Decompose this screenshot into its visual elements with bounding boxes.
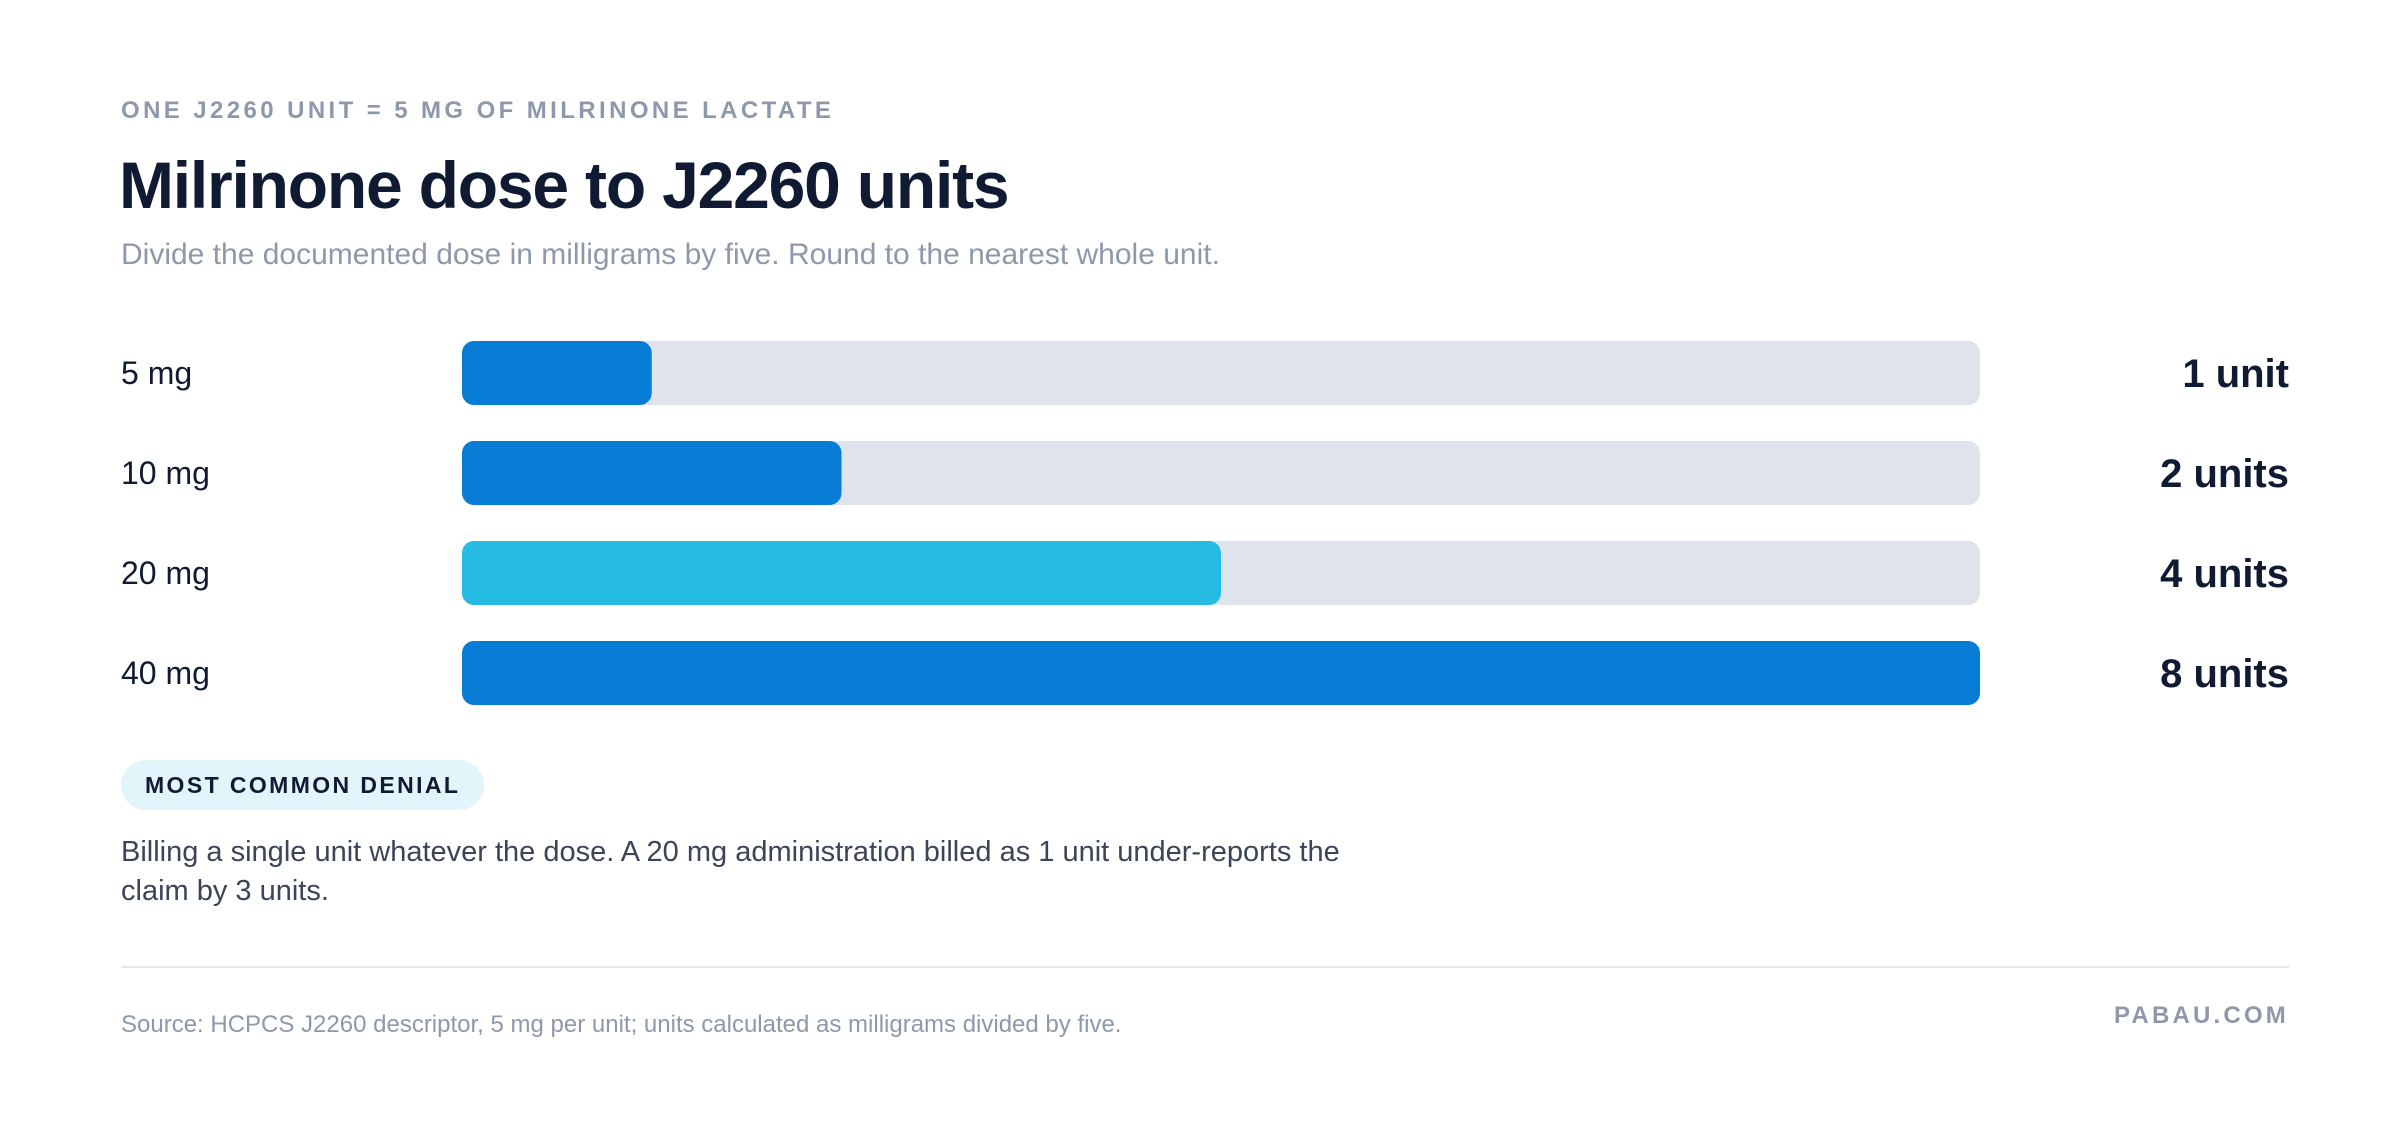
chart-subtitle: Divide the documented dose in milligrams… — [121, 238, 1220, 271]
bar — [462, 541, 1221, 605]
bar — [462, 341, 652, 405]
category-label: 5 mg — [121, 355, 192, 391]
bar — [462, 641, 1980, 705]
value-label: 8 units — [2160, 652, 2289, 696]
source-note: Source: HCPCS J2260 descriptor, 5 mg per… — [121, 1011, 1122, 1038]
denial-badge: MOST COMMON DENIAL — [121, 760, 485, 810]
value-label: 4 units — [2160, 552, 2289, 596]
brand-label: PABAU.COM — [2113, 1002, 2289, 1029]
bar-track — [462, 341, 1980, 405]
category-label: 10 mg — [121, 455, 210, 491]
dose-units-bar-chart: 5 mg 1 unit 10 mg 2 units 20 mg 4 units 40 mg 8… — [121, 341, 2289, 705]
value-label: 2 units — [2160, 452, 2289, 496]
value-label: 1 unit — [2182, 352, 2289, 396]
denial-note: Billing a single unit whatever the dose.… — [121, 836, 1340, 907]
category-label: 40 mg — [121, 655, 210, 691]
category-label: 20 mg — [121, 555, 210, 591]
chart-kicker: ONE J2260 UNIT = 5 MG OF MILRINONE LACTA… — [121, 97, 835, 124]
chart-title: Milrinone dose to J2260 units — [119, 148, 1010, 222]
bar — [462, 441, 842, 505]
footer-divider — [121, 966, 2289, 968]
